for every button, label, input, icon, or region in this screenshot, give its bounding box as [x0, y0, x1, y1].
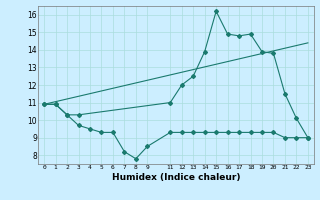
X-axis label: Humidex (Indice chaleur): Humidex (Indice chaleur) [112, 173, 240, 182]
